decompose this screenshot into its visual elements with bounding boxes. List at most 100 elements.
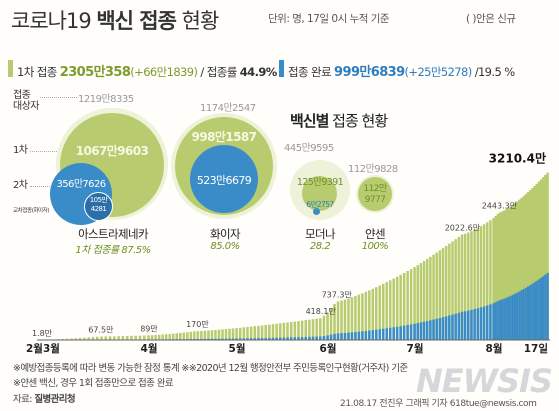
second-dose-bar — [297, 337, 300, 340]
first-dose-bar — [340, 300, 343, 340]
first-dose-bar — [347, 298, 350, 340]
data-label: 170만 — [186, 320, 209, 329]
first-dose-bar — [524, 194, 528, 340]
source: 자료: 질병관리청 — [13, 394, 76, 405]
second-dose-bar — [535, 280, 539, 340]
row-label-cross: 교차접종(화이자) — [13, 208, 50, 214]
first-dose-bar — [275, 323, 278, 340]
row-label-second: 2차 — [13, 180, 28, 191]
first-dose-bar — [253, 326, 257, 340]
moderna-first-circle — [302, 176, 337, 211]
janssen-target-value: 112만9828 — [348, 164, 398, 175]
first-dose-bar — [304, 320, 308, 340]
first-dose-bar — [463, 233, 467, 340]
data-label: 89만 — [140, 324, 158, 333]
x-tick-label: 6월 — [320, 342, 337, 355]
first-dose-bar — [513, 203, 517, 340]
first-dose-bar — [300, 320, 304, 340]
first-dose-bar — [381, 283, 385, 340]
first-dose-bar — [117, 336, 120, 340]
x-tick-label: 2월3월 — [26, 342, 60, 355]
second-dose-bar — [500, 299, 504, 340]
moderna-second-value: 6만2757 — [306, 200, 334, 209]
tick-layer: 2월3월 4월 5월 6월 7월 8월 17일 1.8만 67.5만 89만 170만 418.1만 7… — [26, 151, 550, 355]
second-dose-bar — [518, 291, 521, 340]
first-dose-bar — [157, 334, 161, 340]
second-dose-bar — [385, 328, 389, 340]
first-dose-bar — [482, 224, 486, 340]
first-dose-bar — [83, 337, 86, 340]
first-dose-bar — [293, 321, 297, 340]
second-dose-bar — [460, 311, 464, 340]
moderna-name: 모더나 — [305, 227, 336, 241]
first-dose-bar — [228, 328, 231, 340]
first-dose-bar — [221, 329, 224, 340]
second-dose-bar — [293, 337, 297, 340]
az-second-value: 356만7626 — [56, 179, 107, 190]
second-dose-bar — [524, 287, 528, 340]
second-dose-bar — [526, 286, 530, 340]
first-dose-bar — [368, 290, 371, 340]
first-dose-bar — [385, 282, 389, 340]
first-dose-bar — [457, 236, 461, 340]
first-dose-bar — [108, 336, 112, 340]
second-dose-bar — [388, 327, 392, 340]
second-dose-bar — [451, 314, 454, 340]
second-dose-bar — [485, 305, 489, 340]
moderna-second-circle — [313, 208, 320, 215]
first-dose-bar — [203, 330, 207, 340]
second-dose-bar — [308, 336, 311, 340]
az-cross-value: 105만 4281 — [89, 196, 108, 213]
pfizer-first-value: 998만1587 — [191, 130, 257, 144]
first-dose-bar — [95, 336, 99, 340]
first-dose-bar — [473, 229, 476, 340]
first-dose-bar — [100, 336, 103, 340]
second-dose-bar — [207, 338, 210, 340]
second-dose-bar — [503, 298, 506, 340]
second-dose-bar — [509, 295, 513, 340]
first-dose-bar — [91, 337, 95, 340]
first-dose-bar — [416, 265, 420, 340]
first-dose-bar — [375, 287, 378, 340]
second-dose-bar — [300, 337, 304, 340]
second-dose-bar — [278, 337, 282, 340]
first-dose-bar — [413, 267, 416, 340]
second-dose-bar — [282, 337, 286, 340]
second-dose-bar — [494, 302, 498, 340]
second-dose-bar — [268, 337, 271, 340]
second-dose-bar — [196, 338, 200, 340]
first-dose-bar — [503, 210, 506, 340]
second-dose-bar — [416, 323, 420, 340]
second-dose-bar — [326, 335, 329, 340]
first-dose-bar — [419, 263, 423, 340]
first-dose-bar — [268, 324, 271, 340]
second-dose-bar — [350, 332, 354, 340]
first-dose-bar — [242, 327, 246, 340]
first-dose-bar — [210, 330, 214, 340]
first-dose-stat: 1차 접종 2305만358(+66만1839) / 접종률 44.9% — [17, 65, 277, 80]
second-dose-bar — [221, 338, 224, 340]
x-tick-label: 5월 — [229, 342, 246, 355]
second-dose-bar — [224, 338, 228, 340]
first-dose-bar — [509, 206, 513, 340]
first-dose-bar — [378, 285, 382, 340]
first-dose-bar — [308, 319, 311, 340]
first-dose-bar — [531, 188, 534, 340]
second-dose-bar — [496, 301, 500, 340]
first-dose-bar — [444, 245, 448, 340]
first-dose-bar — [257, 325, 260, 340]
second-dose-bar — [347, 332, 350, 340]
second-dose-bar — [381, 328, 385, 340]
first-dose-bar — [479, 226, 483, 340]
first-dose-bar — [539, 179, 543, 340]
first-dose-bar — [392, 278, 395, 340]
footnote-1: ※예방접종등록에 따라 변동 가능한 잠정 통계 ※※2020년 12월 행정안… — [13, 363, 408, 374]
first-dose-bar — [147, 335, 150, 340]
first-dose-bar — [333, 303, 336, 340]
first-dose-bar — [518, 199, 521, 340]
first-dose-bar — [134, 335, 138, 340]
janssen-first-value: 112만 9777 — [363, 184, 387, 205]
az-target-value: 1219만8335 — [78, 94, 134, 105]
second-dose-bar — [200, 338, 203, 340]
pfizer-target-value: 1174만2547 — [200, 103, 256, 114]
